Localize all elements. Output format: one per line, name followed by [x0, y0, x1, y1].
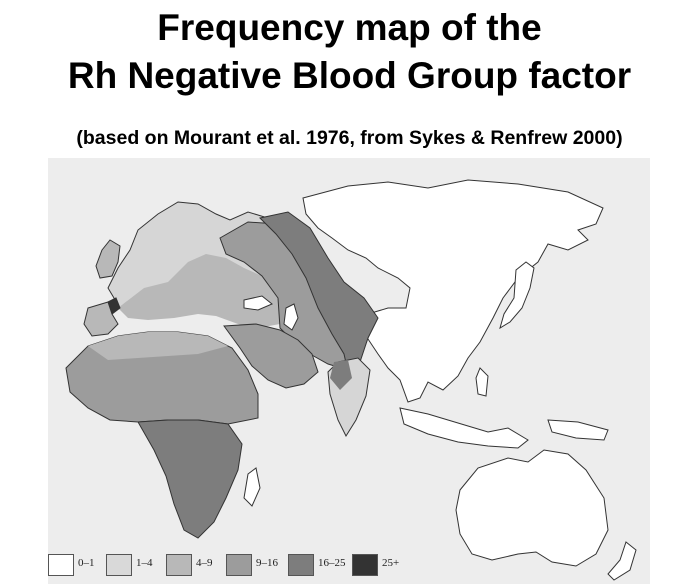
title-line-1: Frequency map of the [157, 7, 542, 48]
legend-swatch-3 [226, 554, 252, 576]
legend-label-4: 16–25 [318, 557, 346, 569]
band-4-9-europe [118, 254, 288, 328]
madagascar [243, 467, 261, 507]
black-sea [243, 295, 273, 311]
legend-swatch-4 [288, 554, 314, 576]
legend-swatch-2 [166, 554, 192, 576]
legend-label-1: 1–4 [136, 557, 153, 569]
australia [455, 449, 609, 567]
map-legend: 0–1 1–4 4–9 9–16 16–25 25+ [48, 550, 408, 580]
east-asia-landmass [302, 179, 604, 403]
iberia [83, 301, 119, 337]
frequency-map [48, 158, 650, 584]
north-africa-strip [88, 332, 228, 360]
india-dark-band [330, 360, 352, 390]
sub-saharan-africa [137, 419, 243, 539]
title-line-2: Rh Negative Blood Group factor [67, 55, 632, 96]
subtitle: (based on Mourant et al. 1976, from Syke… [76, 127, 623, 149]
new-guinea [547, 419, 609, 441]
philippines [475, 367, 489, 397]
legend-swatch-1 [106, 554, 132, 576]
new-zealand [607, 541, 637, 581]
legend-label-3: 9–16 [256, 557, 278, 569]
legend-label-5: 25+ [382, 557, 400, 569]
middle-east [223, 323, 319, 389]
britain [95, 239, 121, 279]
indonesia [399, 407, 529, 449]
legend-label-2: 4–9 [196, 557, 213, 569]
legend-label-0: 0–1 [78, 557, 95, 569]
legend-swatch-5 [352, 554, 378, 576]
legend-swatch-0 [48, 554, 74, 576]
caspian-sea [283, 303, 299, 331]
japan [499, 261, 535, 330]
